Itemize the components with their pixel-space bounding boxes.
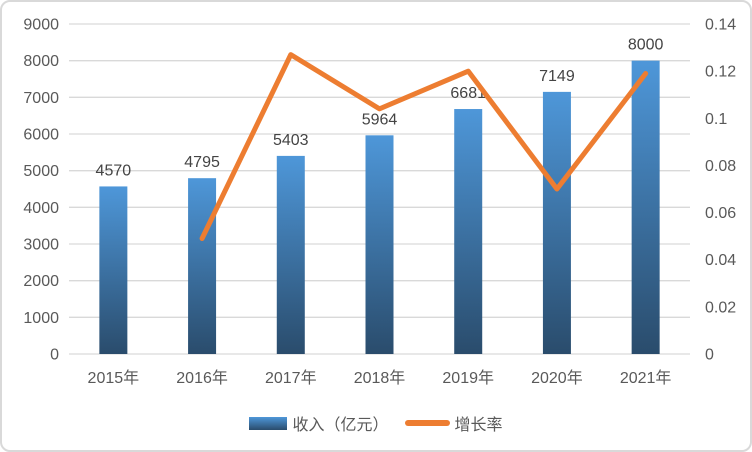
y-axis-right-tick-label: 0.02 xyxy=(705,299,736,316)
y-axis-left-tick-label: 8000 xyxy=(23,53,59,70)
growth-rate-series-swatch-icon xyxy=(404,420,450,426)
legend-label-growth-rate: 增长率 xyxy=(454,417,503,434)
y-axis-left-tick-label: 6000 xyxy=(23,127,59,144)
y-axis-left-tick-label: 7000 xyxy=(23,90,59,107)
bar-value-label: 6681 xyxy=(450,85,486,102)
y-axis-right-tick-label: 0 xyxy=(705,347,714,364)
legend-item-growth-rate: 增长率 xyxy=(404,411,503,435)
y-axis-right-tick-label: 0.08 xyxy=(705,158,736,175)
y-axis-right-tick-label: 0.04 xyxy=(705,252,736,269)
y-axis-left-tick-label: 3000 xyxy=(23,237,59,254)
y-axis-right-tick-label: 0.06 xyxy=(705,205,736,222)
revenue-bar-2017年 xyxy=(276,155,305,354)
legend-item-revenue: 收入（亿元） xyxy=(249,411,389,435)
y-axis-right-tick-label: 0.12 xyxy=(705,64,736,81)
bar-value-label: 4795 xyxy=(184,154,220,171)
bar-value-label: 4570 xyxy=(96,162,132,179)
revenue-series-swatch-icon xyxy=(249,416,288,430)
y-axis-left-tick-label: 0 xyxy=(50,347,59,364)
bar-value-label: 7149 xyxy=(539,68,575,85)
bar-value-label: 5403 xyxy=(273,132,309,149)
x-axis-category-label: 2018年 xyxy=(354,369,406,387)
chart-legend: 收入（亿元） 增长率 xyxy=(2,410,750,436)
x-axis-category-label: 2020年 xyxy=(531,369,583,387)
y-axis-right-tick-label: 0.14 xyxy=(705,17,736,34)
revenue-bar-2016年 xyxy=(188,178,217,354)
y-axis-left-tick-label: 4000 xyxy=(23,200,59,217)
revenue-bar-2021年 xyxy=(631,60,660,355)
bar-value-label: 5964 xyxy=(362,111,398,128)
growth-rate-line xyxy=(199,52,649,241)
x-axis-category-label: 2016年 xyxy=(176,369,228,387)
y-axis-left-tick-label: 9000 xyxy=(23,17,59,34)
x-axis-category-label: 2015年 xyxy=(88,369,140,387)
legend-label-revenue: 收入（亿元） xyxy=(292,417,389,434)
revenue-bar-2020年 xyxy=(542,91,571,355)
revenue-bar-2018年 xyxy=(365,135,394,354)
y-axis-left-tick-label: 5000 xyxy=(23,163,59,180)
revenue-bar-2015年 xyxy=(99,186,128,354)
x-axis-category-label: 2017年 xyxy=(265,369,317,387)
bar-value-label: 8000 xyxy=(628,37,664,54)
x-axis-category-label: 2021年 xyxy=(620,369,672,387)
y-axis-left-tick-label: 1000 xyxy=(23,310,59,327)
y-axis-left-tick-label: 2000 xyxy=(23,273,59,290)
x-axis-category-label: 2019年 xyxy=(442,369,494,387)
revenue-bar-2019年 xyxy=(454,109,483,354)
y-axis-right-tick-label: 0.1 xyxy=(705,111,727,128)
